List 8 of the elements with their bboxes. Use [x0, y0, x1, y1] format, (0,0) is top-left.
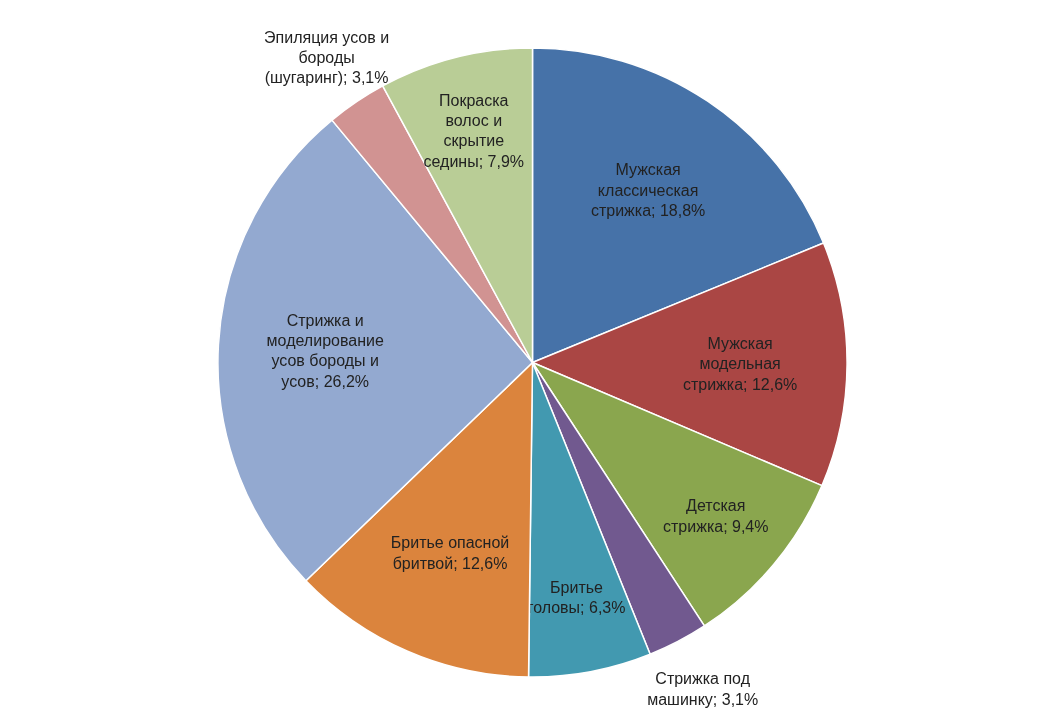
slice-label: Эпиляция усов и бороды (шугаринг); 3,1% [264, 28, 390, 87]
slice-label: Бритье опасной бритвой; 12,6% [390, 534, 510, 572]
slice-label: Детская стрижка; 9,4% [663, 497, 769, 535]
slice-label: Покраска волос и скрытие седины; 7,9% [423, 91, 525, 170]
slice-label: Мужская классическая стрижка; 18,8% [590, 161, 706, 219]
slice-label: Стрижка и моделирование усов бороды и усов; 26,2% [266, 311, 384, 390]
slice-label: Стрижка под машинку; 3,1% [647, 670, 759, 708]
slice-label: Мужская модельная стрижка; 12,6% [682, 334, 798, 393]
